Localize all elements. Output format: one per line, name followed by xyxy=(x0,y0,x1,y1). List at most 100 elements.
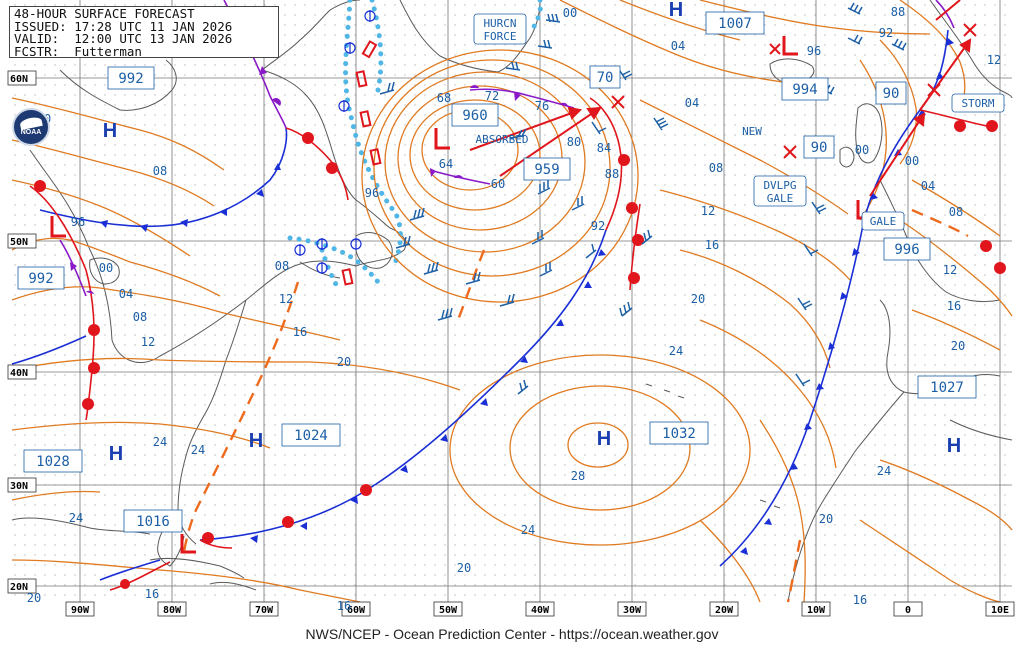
cuba xyxy=(149,557,245,579)
low-pressure-value: 992 xyxy=(28,271,53,287)
isobar-value: 60 xyxy=(491,177,505,191)
isobar-value: 24 xyxy=(191,443,205,457)
isobar-value: 92 xyxy=(879,26,893,40)
isobar-value: 04 xyxy=(119,287,133,301)
isobar-value: 72 xyxy=(485,89,499,103)
isobar-value: 16 xyxy=(947,299,961,313)
isobar-value: 08 xyxy=(949,205,963,219)
isobar-value: 20 xyxy=(27,591,41,605)
isobar-value: 68 xyxy=(437,91,451,105)
newfoundland xyxy=(355,232,393,269)
red-L-marks xyxy=(50,36,872,554)
isobar-value: 28 xyxy=(571,469,585,483)
high-symbol: H xyxy=(249,430,263,452)
isobar-value: 00 xyxy=(855,143,869,157)
cold-front-barbs xyxy=(100,38,954,555)
isobar-value: 24 xyxy=(877,464,891,478)
isobar-value: 12 xyxy=(141,335,155,349)
isobar-value: 12 xyxy=(279,292,293,306)
great-lakes xyxy=(89,257,120,285)
isobar-value: 00 xyxy=(563,6,577,20)
lon-label: 20W xyxy=(715,605,734,616)
isobar-value: 92 xyxy=(591,219,605,233)
lon-label: 0 xyxy=(905,605,911,616)
high-symbol: H xyxy=(103,120,117,142)
isobar-value: 12 xyxy=(943,263,957,277)
ice-edge xyxy=(287,0,543,291)
high-pressure-value: 1024 xyxy=(294,428,328,444)
high-symbol: H xyxy=(597,428,611,450)
europe-coast xyxy=(879,179,1001,303)
isobar-value: 76 xyxy=(535,99,549,113)
high-symbol: H xyxy=(109,443,123,465)
low-pressure-value: 70 xyxy=(597,70,614,86)
high-pressure-value: 1027 xyxy=(930,380,964,396)
isobar-value: 80 xyxy=(567,135,581,149)
isobars xyxy=(11,0,1013,603)
isobar-value: 88 xyxy=(891,5,905,19)
forecast-info-box: 48-HOUR SURFACE FORECAST ISSUED: 17:28 U… xyxy=(9,6,279,58)
low-pressure-value: 960 xyxy=(462,108,487,124)
low-pressure-value: 90 xyxy=(811,140,828,156)
lon-label: 50W xyxy=(439,605,458,616)
lon-label: 30W xyxy=(623,605,642,616)
isobar-value: 84 xyxy=(597,141,611,155)
developing-gale-label: GALE xyxy=(767,192,794,205)
high-symbol: H xyxy=(947,435,961,457)
hurricane-force-label: FORCE xyxy=(483,30,516,43)
isobar-value: 00 xyxy=(99,261,113,275)
lon-label: 90W xyxy=(71,605,90,616)
isobar-value: 00 xyxy=(905,154,919,168)
latitude-labels: 60N 50N 40N 30N 20N xyxy=(7,70,37,594)
isobar-value: 16 xyxy=(293,325,307,339)
low-pressure-value: 1007 xyxy=(718,16,752,32)
lat-label: 50N xyxy=(10,237,28,248)
azores xyxy=(645,383,685,399)
warning-labels: HURCN FORCE ABSORBED NEW DVLPG GALE GALE… xyxy=(473,13,1005,231)
isobar-value: 24 xyxy=(521,523,535,537)
north-america-east-coast xyxy=(29,69,407,364)
isobar-value: 24 xyxy=(153,435,167,449)
high-symbol: H xyxy=(669,0,683,21)
isobar-value: 04 xyxy=(921,179,935,193)
high-pressure-symbols: H H H H H H xyxy=(103,0,961,465)
lat-label: 20N xyxy=(10,582,28,593)
isobar-value: 08 xyxy=(153,164,167,178)
lon-label: 10W xyxy=(807,605,826,616)
low-pressure-value: 90 xyxy=(883,86,900,102)
lon-label: 10E xyxy=(991,605,1009,616)
isobar-labels: 00 04 04 08 12 16 20 24 28 24 20 16 16 2… xyxy=(27,5,1001,613)
isobar-value: 08 xyxy=(133,310,147,324)
longitude-labels: 90W 80W 70W 60W 50W 40W 30W 20W 10W 0 10… xyxy=(65,601,1015,617)
isobar-value: 24 xyxy=(669,344,683,358)
british-isles xyxy=(855,103,883,164)
lon-label: 60W xyxy=(347,605,366,616)
isobar-value: 20 xyxy=(951,339,965,353)
isobar-value: 20 xyxy=(457,561,471,575)
lat-lon-grid xyxy=(12,0,1012,602)
isobar-value: 16 xyxy=(145,587,159,601)
gale-label: GALE xyxy=(870,215,897,228)
isobar-value: 88 xyxy=(605,167,619,181)
new-label: NEW xyxy=(742,125,762,138)
isobar-value: 04 xyxy=(671,39,685,53)
isobar-value: 96 xyxy=(365,186,379,200)
lon-label: 70W xyxy=(255,605,274,616)
hurricane-symbols xyxy=(341,40,382,286)
low-pressure-value: 996 xyxy=(894,242,919,258)
warm-fronts xyxy=(29,97,997,591)
low-x-marks xyxy=(611,23,977,159)
isobar-value: 12 xyxy=(701,204,715,218)
isobar-value: 96 xyxy=(71,215,85,229)
occluded-symbols xyxy=(70,66,568,294)
hurricane-force-label: HURCN xyxy=(483,17,516,30)
isobar-value: 16 xyxy=(337,599,351,613)
forecaster: FCSTR: Futterman xyxy=(14,43,142,59)
isobar-value: 20 xyxy=(691,292,705,306)
scandinavia xyxy=(929,0,1013,99)
footer-credit: NWS/NCEP - Ocean Prediction Center - htt… xyxy=(0,624,1024,652)
high-pressure-value: 1028 xyxy=(36,454,70,470)
low-pressure-value: 992 xyxy=(118,71,143,87)
noaa-logo: NOAA xyxy=(12,108,50,146)
